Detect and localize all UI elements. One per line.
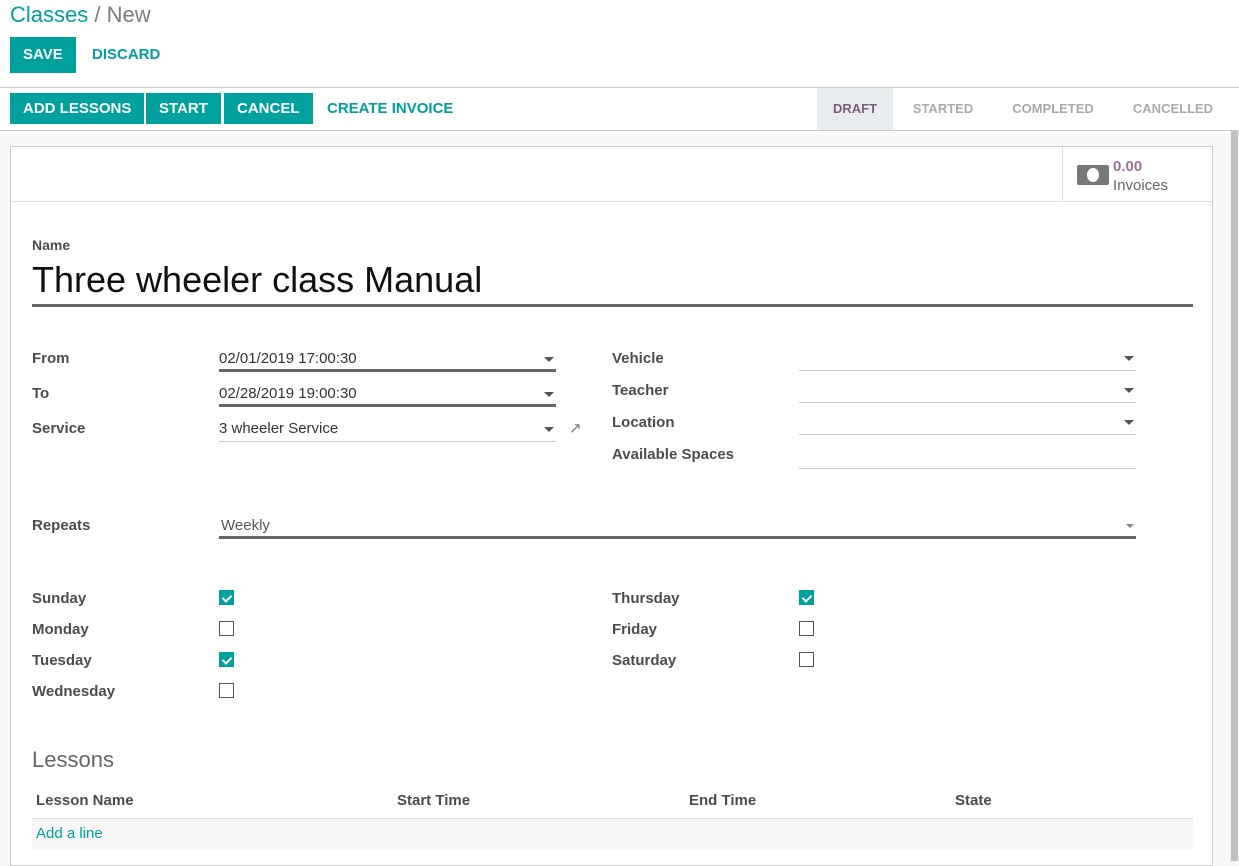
invoices-button[interactable]: 0.00 Invoices	[1062, 147, 1212, 202]
thursday-checkbox[interactable]	[799, 590, 814, 605]
col-start-time[interactable]: Start Time	[397, 792, 471, 809]
stage-draft[interactable]: DRAFT	[817, 88, 893, 130]
caret-down-icon	[544, 427, 554, 432]
from-input[interactable]: 02/01/2019 17:00:30	[219, 348, 556, 372]
invoices-label: Invoices	[1113, 177, 1169, 194]
caret-down-icon	[544, 392, 554, 397]
from-value: 02/01/2019 17:00:30	[219, 350, 357, 367]
to-input[interactable]: 02/28/2019 19:00:30	[219, 383, 556, 407]
button-box: 0.00 Invoices	[11, 147, 1212, 202]
scrollbar[interactable]	[1230, 131, 1239, 861]
add-lessons-button[interactable]: ADD LESSONS	[10, 93, 145, 124]
monday-label: Monday	[32, 621, 89, 638]
tuesday-checkbox[interactable]	[219, 652, 234, 667]
stage-started[interactable]: STARTED	[912, 101, 974, 116]
wednesday-label: Wednesday	[32, 683, 116, 700]
tuesday-label: Tuesday	[32, 652, 92, 669]
repeats-label: Repeats	[32, 517, 91, 534]
to-label: To	[32, 385, 50, 402]
col-state[interactable]: State	[955, 792, 992, 809]
money-icon	[1077, 165, 1109, 185]
service-label: Service	[32, 420, 86, 437]
lessons-table-header	[32, 787, 1193, 819]
breadcrumb-separator: /	[94, 2, 101, 27]
sunday-label: Sunday	[32, 590, 87, 607]
vehicle-input[interactable]	[799, 347, 1136, 371]
discard-button[interactable]: DISCARD	[92, 46, 161, 63]
stage-completed[interactable]: COMPLETED	[1012, 101, 1094, 116]
add-line-row	[32, 819, 1193, 849]
save-button[interactable]: SAVE	[10, 37, 76, 73]
monday-checkbox[interactable]	[219, 621, 234, 636]
name-input[interactable]: Three wheeler class Manual	[32, 259, 1193, 307]
saturday-checkbox[interactable]	[799, 652, 814, 667]
wednesday-checkbox[interactable]	[219, 683, 234, 698]
thursday-label: Thursday	[612, 590, 680, 607]
invoices-value: 0.00	[1113, 158, 1143, 175]
location-label: Location	[612, 414, 675, 431]
scrollbar-thumb[interactable]	[1231, 131, 1238, 861]
caret-down-icon	[1124, 356, 1134, 361]
form-sheet: 0.00 Invoices Name Three wheeler class M…	[10, 146, 1213, 866]
teacher-input[interactable]	[799, 379, 1136, 403]
name-label: Name	[32, 237, 71, 253]
available-spaces-label: Available Spaces	[612, 446, 735, 463]
repeats-select[interactable]: Weekly	[219, 515, 1136, 539]
from-label: From	[32, 350, 70, 367]
service-value: 3 wheeler Service	[219, 420, 339, 437]
vehicle-label: Vehicle	[612, 350, 664, 367]
create-invoice-button[interactable]: CREATE INVOICE	[327, 100, 454, 117]
add-line-link[interactable]: Add a line	[36, 825, 103, 842]
form-header: ADD LESSONS START CANCEL CREATE INVOICE …	[0, 88, 1239, 131]
external-link-icon[interactable]: ↗	[569, 420, 582, 437]
breadcrumb: Classes / New	[10, 2, 151, 28]
friday-label: Friday	[612, 621, 658, 638]
cancel-button[interactable]: CANCEL	[224, 93, 313, 124]
teacher-label: Teacher	[612, 382, 669, 399]
service-input[interactable]: 3 wheeler Service	[219, 418, 556, 442]
location-input[interactable]	[799, 411, 1136, 435]
lessons-title: Lessons	[32, 747, 114, 772]
saturday-label: Saturday	[612, 652, 677, 669]
control-panel: Classes / New SAVE DISCARD	[0, 0, 1239, 88]
caret-down-icon	[1124, 420, 1134, 425]
repeats-value: Weekly	[221, 517, 270, 534]
caret-down-icon	[1124, 388, 1134, 393]
caret-down-icon	[1126, 524, 1134, 528]
col-lesson-name[interactable]: Lesson Name	[36, 792, 134, 809]
sunday-checkbox[interactable]	[219, 590, 234, 605]
caret-down-icon	[544, 357, 554, 362]
friday-checkbox[interactable]	[799, 621, 814, 636]
breadcrumb-classes[interactable]: Classes	[10, 2, 89, 27]
to-value: 02/28/2019 19:00:30	[219, 385, 357, 402]
available-spaces-input[interactable]	[799, 445, 1136, 469]
col-end-time[interactable]: End Time	[689, 792, 757, 809]
breadcrumb-current: New	[106, 2, 151, 27]
stage-cancelled[interactable]: CANCELLED	[1132, 101, 1214, 116]
start-button[interactable]: START	[146, 93, 221, 124]
